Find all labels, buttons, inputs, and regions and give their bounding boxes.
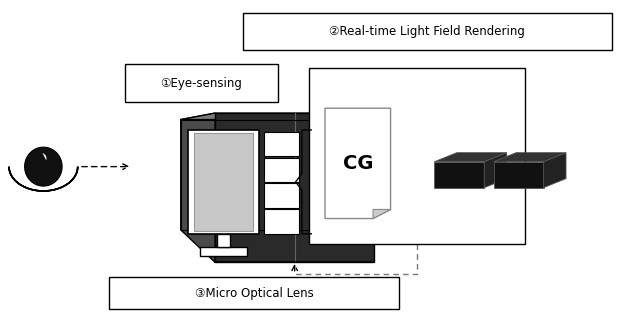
Polygon shape: [493, 153, 566, 162]
Polygon shape: [493, 162, 544, 188]
FancyBboxPatch shape: [125, 64, 278, 102]
FancyBboxPatch shape: [265, 210, 299, 234]
FancyBboxPatch shape: [109, 277, 399, 310]
Polygon shape: [215, 113, 374, 262]
Polygon shape: [325, 108, 391, 218]
Text: ②Real-time Light Field Rendering: ②Real-time Light Field Rendering: [329, 25, 525, 38]
FancyBboxPatch shape: [309, 68, 525, 245]
FancyBboxPatch shape: [243, 13, 612, 50]
Polygon shape: [434, 162, 484, 188]
Polygon shape: [9, 167, 77, 191]
FancyBboxPatch shape: [200, 247, 247, 256]
Polygon shape: [544, 153, 566, 188]
FancyBboxPatch shape: [265, 157, 299, 182]
Polygon shape: [42, 153, 47, 160]
Text: ③Micro Optical Lens: ③Micro Optical Lens: [195, 287, 314, 300]
Polygon shape: [434, 153, 507, 162]
FancyBboxPatch shape: [217, 234, 231, 247]
Polygon shape: [373, 210, 391, 218]
FancyBboxPatch shape: [265, 132, 299, 156]
Text: ①Eye-sensing: ①Eye-sensing: [160, 77, 242, 89]
Polygon shape: [484, 153, 507, 188]
Polygon shape: [181, 113, 374, 119]
FancyBboxPatch shape: [265, 183, 299, 208]
Polygon shape: [181, 113, 215, 262]
FancyBboxPatch shape: [188, 130, 260, 234]
Polygon shape: [25, 147, 62, 186]
FancyBboxPatch shape: [194, 133, 253, 231]
Text: CG: CG: [343, 154, 373, 173]
